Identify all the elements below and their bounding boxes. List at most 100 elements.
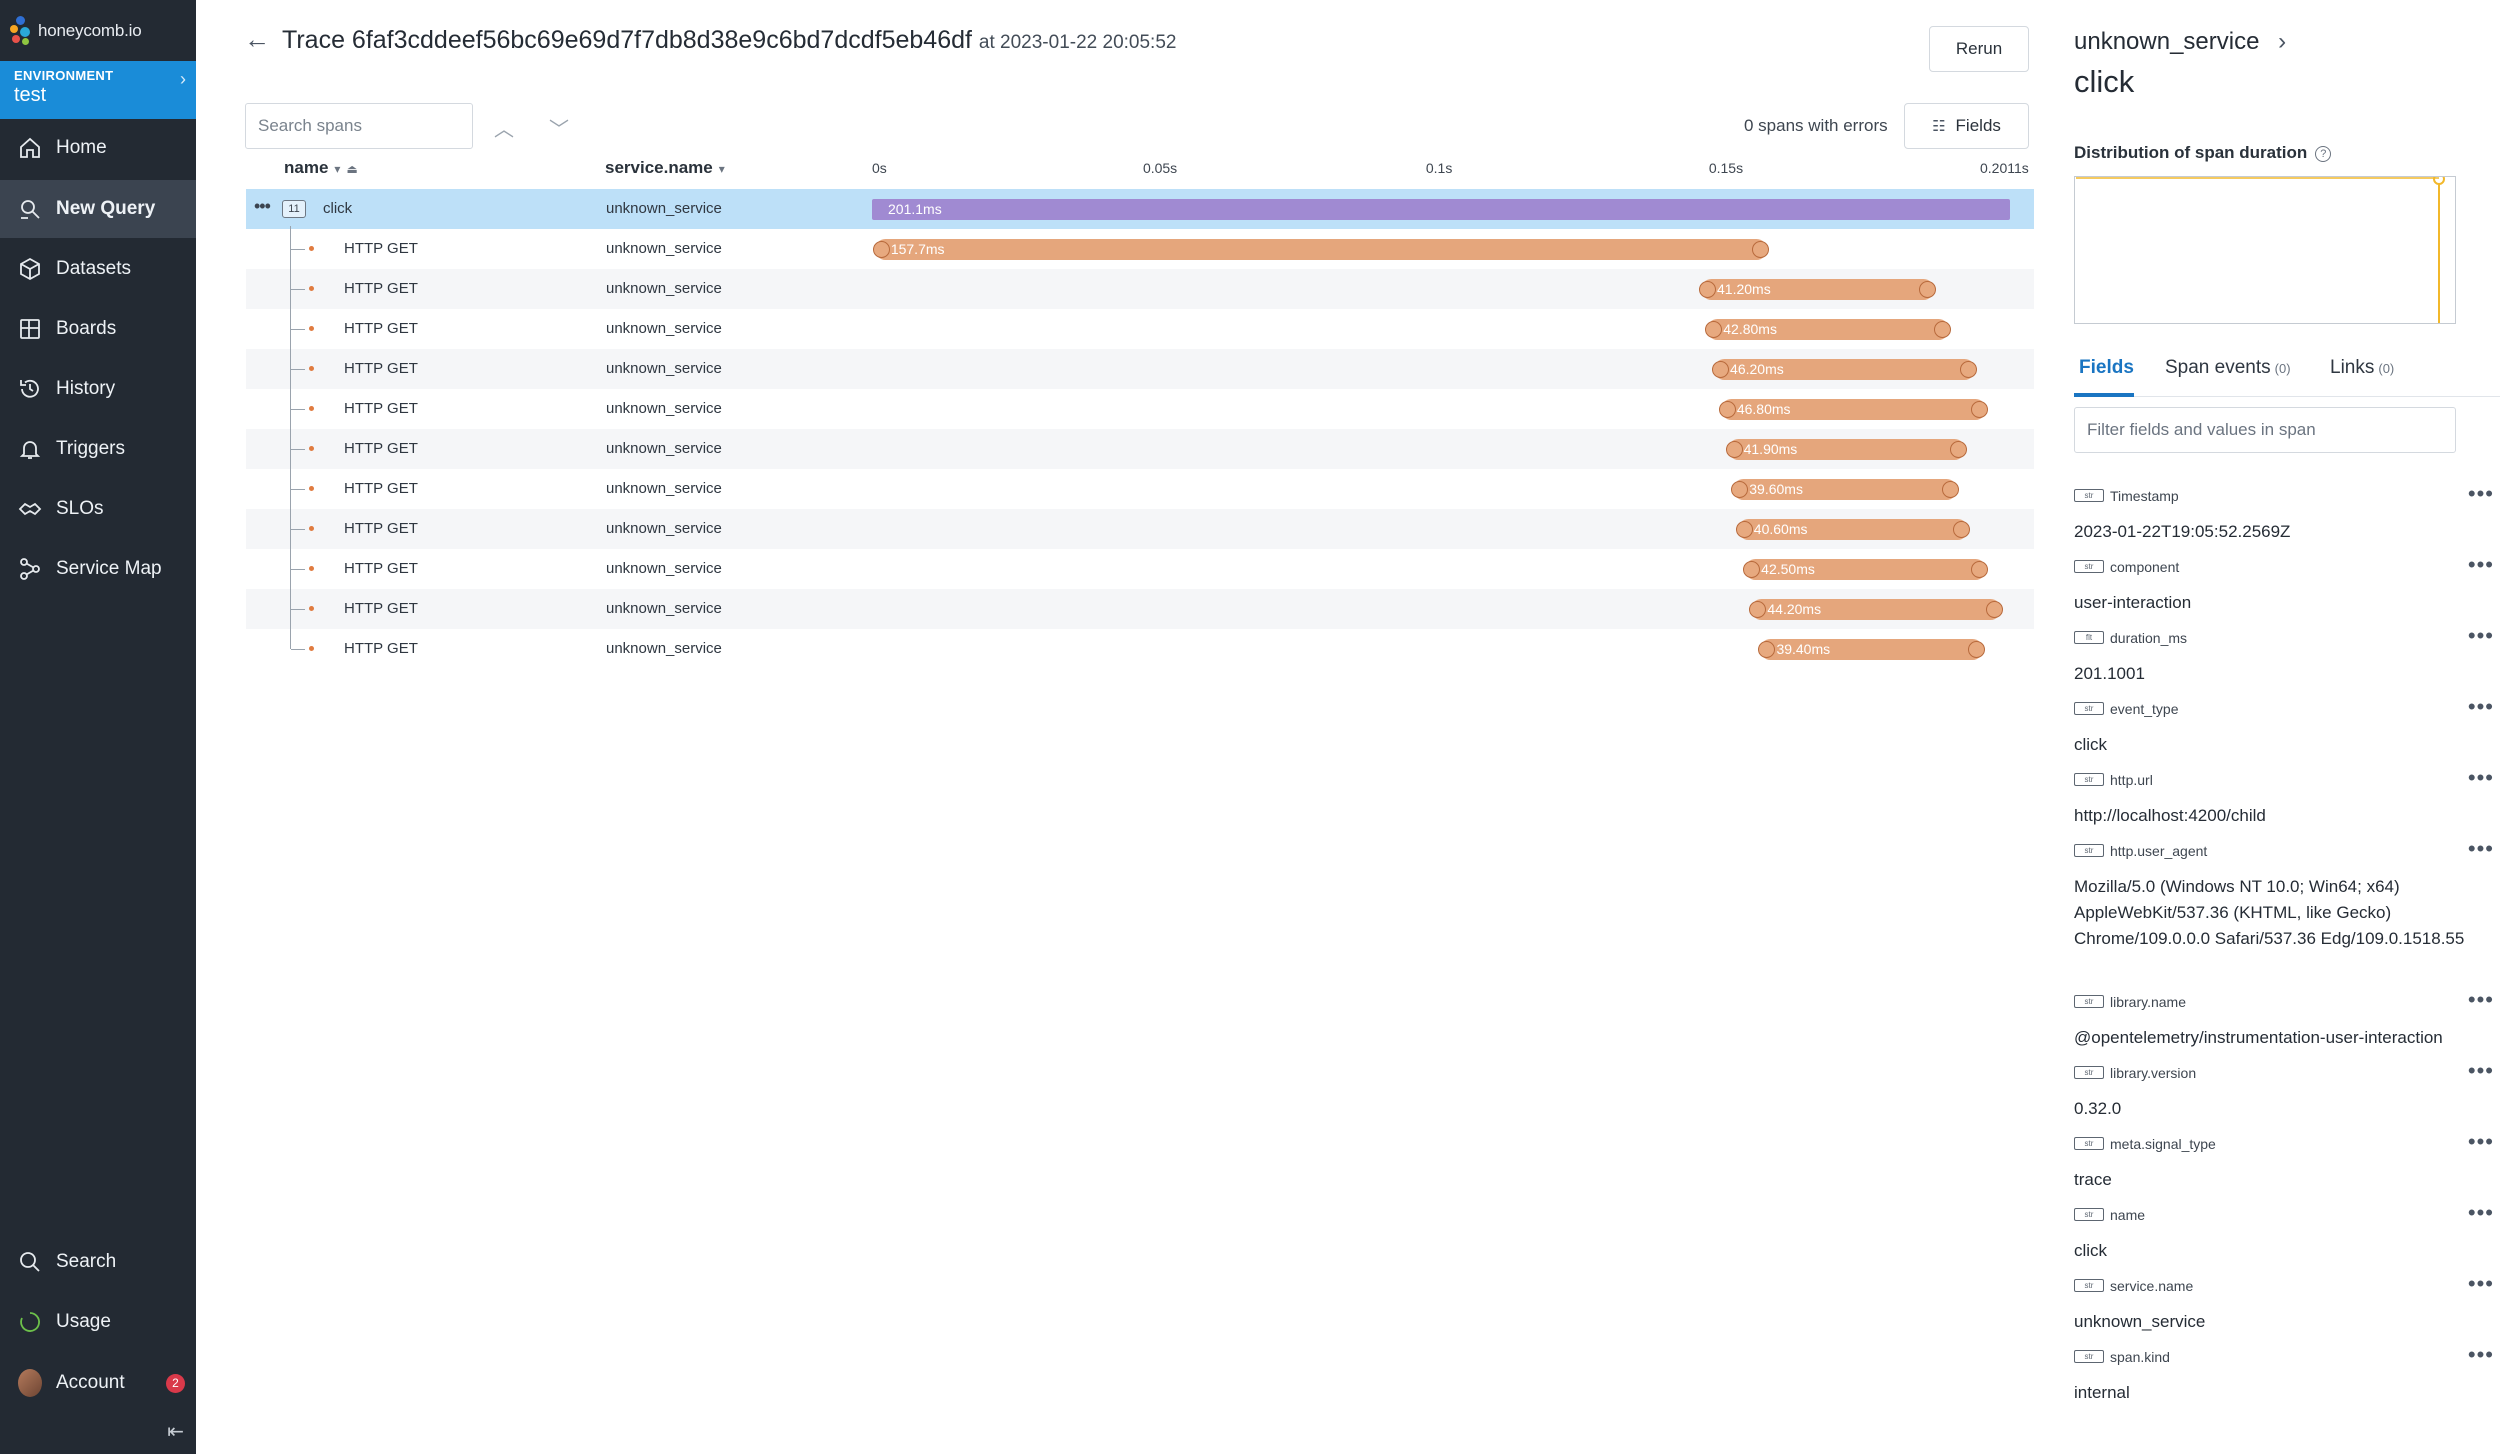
span-row[interactable]: HTTP GET unknown_service 41.90ms <box>246 429 2034 469</box>
nav-label: Home <box>56 137 107 158</box>
span-duration-bar[interactable]: 44.20ms <box>1749 599 2004 620</box>
environment-label: ENVIRONMENT <box>14 68 114 83</box>
tree-branch <box>291 409 305 410</box>
span-row[interactable]: HTTP GET unknown_service 46.20ms <box>246 349 2034 389</box>
nav-usage[interactable]: Usage <box>0 1293 196 1351</box>
field-more-options-icon[interactable]: ••• <box>2467 623 2494 648</box>
nav-slos[interactable]: SLOs <box>0 480 196 538</box>
column-name-header[interactable]: name ▾ ⏏ <box>284 158 358 178</box>
span-name: HTTP GET <box>344 240 418 257</box>
span-end-marker <box>1952 521 1970 538</box>
span-field: str meta.signal_type ••• trace <box>2074 1129 2494 1193</box>
span-row[interactable]: HTTP GET unknown_service 46.80ms <box>246 389 2034 429</box>
tree-branch <box>291 449 305 450</box>
nav-account[interactable]: Account 2 <box>0 1354 196 1412</box>
tree-branch <box>291 289 305 290</box>
child-count-toggle[interactable]: 11 <box>282 200 306 218</box>
tab-label: Fields <box>2079 357 2134 378</box>
column-name-label: name <box>284 158 329 177</box>
field-value: internal <box>2074 1383 2130 1402</box>
field-type-badge: str <box>2074 995 2104 1009</box>
nav-triggers[interactable]: Triggers <box>0 420 196 478</box>
span-duration-label: 201.1ms <box>888 201 942 217</box>
tab-fields[interactable]: Fields <box>2079 357 2134 379</box>
rerun-button[interactable]: Rerun <box>1929 26 2029 72</box>
more-options-icon[interactable]: ••• <box>254 196 271 216</box>
span-duration-bar[interactable]: 41.20ms <box>1699 279 1937 300</box>
span-row[interactable]: HTTP GET unknown_service 44.20ms <box>246 589 2034 629</box>
environment-switcher[interactable]: ENVIRONMENT test › <box>0 61 196 119</box>
field-type-badge: str <box>2074 560 2104 574</box>
nav-label: Service Map <box>56 558 162 579</box>
span-duration-bar[interactable]: 39.60ms <box>1731 479 1960 500</box>
span-row[interactable]: HTTP GET unknown_service 157.7ms <box>246 229 2034 269</box>
field-more-options-icon[interactable]: ••• <box>2467 836 2494 861</box>
span-end-marker <box>1970 561 1988 578</box>
span-dot-icon <box>309 246 314 251</box>
tab-links[interactable]: Links (0) <box>2330 357 2394 379</box>
span-row[interactable]: HTTP GET unknown_service 41.20ms <box>246 269 2034 309</box>
panel-service-name: unknown_service <box>2074 28 2260 55</box>
span-duration-bar[interactable]: 46.20ms <box>1712 359 1978 380</box>
tree-branch <box>291 609 305 610</box>
span-field: str http.user_agent ••• Mozilla/5.0 (Window… <box>2074 836 2494 952</box>
search-spans-input[interactable] <box>245 103 473 149</box>
list-icon: ☷ <box>1932 118 1946 135</box>
panel-service[interactable]: unknown_service › <box>2074 28 2286 56</box>
span-row-root[interactable]: ••• 11 click unknown_service 201.1ms <box>246 189 2034 229</box>
span-duration-bar[interactable]: 41.90ms <box>1725 439 1967 460</box>
field-value: 0.32.0 <box>2074 1099 2122 1118</box>
field-more-options-icon[interactable]: ••• <box>2467 987 2494 1012</box>
tree-branch <box>291 569 305 570</box>
nav-label: Account <box>56 1372 125 1393</box>
span-dot-icon <box>309 606 314 611</box>
fields-button[interactable]: ☷ Fields <box>1904 103 2029 149</box>
span-row[interactable]: HTTP GET unknown_service 42.50ms <box>246 549 2034 589</box>
nav-boards[interactable]: Boards <box>0 300 196 358</box>
field-value: http://localhost:4200/child <box>2074 806 2266 825</box>
field-more-options-icon[interactable]: ••• <box>2467 1342 2494 1367</box>
span-duration-label: 42.50ms <box>1761 561 1815 577</box>
boards-icon <box>18 317 42 341</box>
span-dot-icon <box>309 366 314 371</box>
axis-tick-label: 0.05s <box>1142 160 1178 176</box>
help-icon[interactable]: ? <box>2315 146 2332 162</box>
span-duration-bar[interactable]: 46.80ms <box>1718 399 1988 420</box>
filter-fields-input[interactable] <box>2074 407 2456 453</box>
honeycomb-logo[interactable]: honeycomb.io <box>10 10 142 52</box>
nav-new-query[interactable]: New Query <box>0 180 196 238</box>
span-row[interactable]: HTTP GET unknown_service 39.60ms <box>246 469 2034 509</box>
chevron-down-icon[interactable]: ﹀ <box>549 119 569 141</box>
span-service: unknown_service <box>606 560 722 577</box>
chevron-up-icon[interactable]: ︿ <box>494 119 514 141</box>
field-more-options-icon[interactable]: ••• <box>2467 765 2494 790</box>
span-row[interactable]: HTTP GET unknown_service 40.60ms <box>246 509 2034 549</box>
span-duration-bar[interactable]: 42.80ms <box>1705 319 1952 340</box>
back-arrow-icon[interactable]: ← <box>244 24 270 54</box>
field-more-options-icon[interactable]: ••• <box>2467 694 2494 719</box>
nav-home[interactable]: Home <box>0 119 196 177</box>
span-duration-bar[interactable]: 201.1ms <box>872 199 2010 220</box>
span-row[interactable]: HTTP GET unknown_service 42.80ms <box>246 309 2034 349</box>
nav-datasets[interactable]: Datasets <box>0 240 196 298</box>
field-more-options-icon[interactable]: ••• <box>2467 1058 2494 1083</box>
span-field: str name ••• click <box>2074 1200 2494 1264</box>
tree-branch <box>291 249 305 250</box>
collapse-sidebar-icon[interactable]: ⇤ <box>167 1421 184 1443</box>
field-more-options-icon[interactable]: ••• <box>2467 481 2494 506</box>
span-duration-bar[interactable]: 39.40ms <box>1758 639 1986 660</box>
span-duration-bar[interactable]: 157.7ms <box>872 239 1770 260</box>
column-service-header[interactable]: service.name ▾ <box>605 158 725 178</box>
span-duration-bar[interactable]: 42.50ms <box>1743 559 1988 580</box>
nav-service-map[interactable]: Service Map <box>0 540 196 598</box>
nav-history[interactable]: History <box>0 360 196 418</box>
span-duration-bar[interactable]: 40.60ms <box>1735 519 1970 540</box>
tab-span-events[interactable]: Span events (0) <box>2165 357 2291 379</box>
field-more-options-icon[interactable]: ••• <box>2467 1129 2494 1154</box>
field-more-options-icon[interactable]: ••• <box>2467 1200 2494 1225</box>
span-row[interactable]: HTTP GET unknown_service 39.40ms <box>246 629 2034 669</box>
trace-title: Trace 6faf3cddeef56bc69e69d7f7db8d38e9c6… <box>282 26 1176 55</box>
field-more-options-icon[interactable]: ••• <box>2467 552 2494 577</box>
field-more-options-icon[interactable]: ••• <box>2467 1271 2494 1296</box>
nav-search[interactable]: Search <box>0 1233 196 1291</box>
